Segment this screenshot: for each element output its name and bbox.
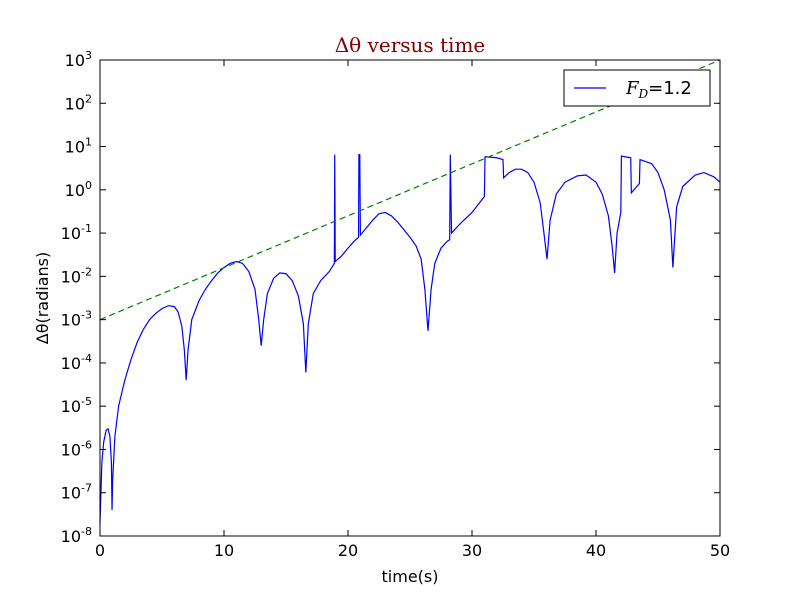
x-axis-label: time(s) xyxy=(382,567,439,586)
axes-frame xyxy=(99,59,721,537)
legend-label-main: F xyxy=(625,78,640,99)
y-tick-label: 103 xyxy=(65,49,92,70)
legend-label-rest: =1.2 xyxy=(648,78,692,99)
chart-title: Δθ versus time xyxy=(335,33,486,57)
x-tick-label: 30 xyxy=(462,541,482,560)
series-line xyxy=(99,154,721,523)
y-tick-label: 10-3 xyxy=(61,309,92,330)
y-tick-label: 10-5 xyxy=(61,395,92,416)
y-tick-label: 101 xyxy=(65,136,92,157)
x-tick-label: 0 xyxy=(95,541,105,560)
y-tick-label: 10-2 xyxy=(61,265,92,286)
y-tick-label: 100 xyxy=(65,179,92,200)
y-tick-label: 10-6 xyxy=(61,438,92,459)
ticks-layer: 0 10 20 30 40 50 10-8 10-7 10-6 10-5 10-4 10-3 10-2 1… xyxy=(61,49,731,560)
x-tick-label: 10 xyxy=(214,541,234,560)
y-tick-label: 10-8 xyxy=(61,525,92,546)
x-tick-label: 20 xyxy=(338,541,358,560)
y-tick-label: 102 xyxy=(65,92,92,113)
legend-label-sub: D xyxy=(638,87,649,101)
legend: FD=1.2 xyxy=(563,69,711,107)
y-axis-label: Δθ(radians) xyxy=(33,252,52,344)
y-tick-label: 10-7 xyxy=(61,482,92,503)
legend-label: FD=1.2 xyxy=(625,78,692,101)
y-tick-label: 10-4 xyxy=(61,352,92,373)
y-tick-label: 10-1 xyxy=(61,222,92,243)
x-tick-label: 50 xyxy=(710,541,730,560)
x-tick-label: 40 xyxy=(586,541,606,560)
